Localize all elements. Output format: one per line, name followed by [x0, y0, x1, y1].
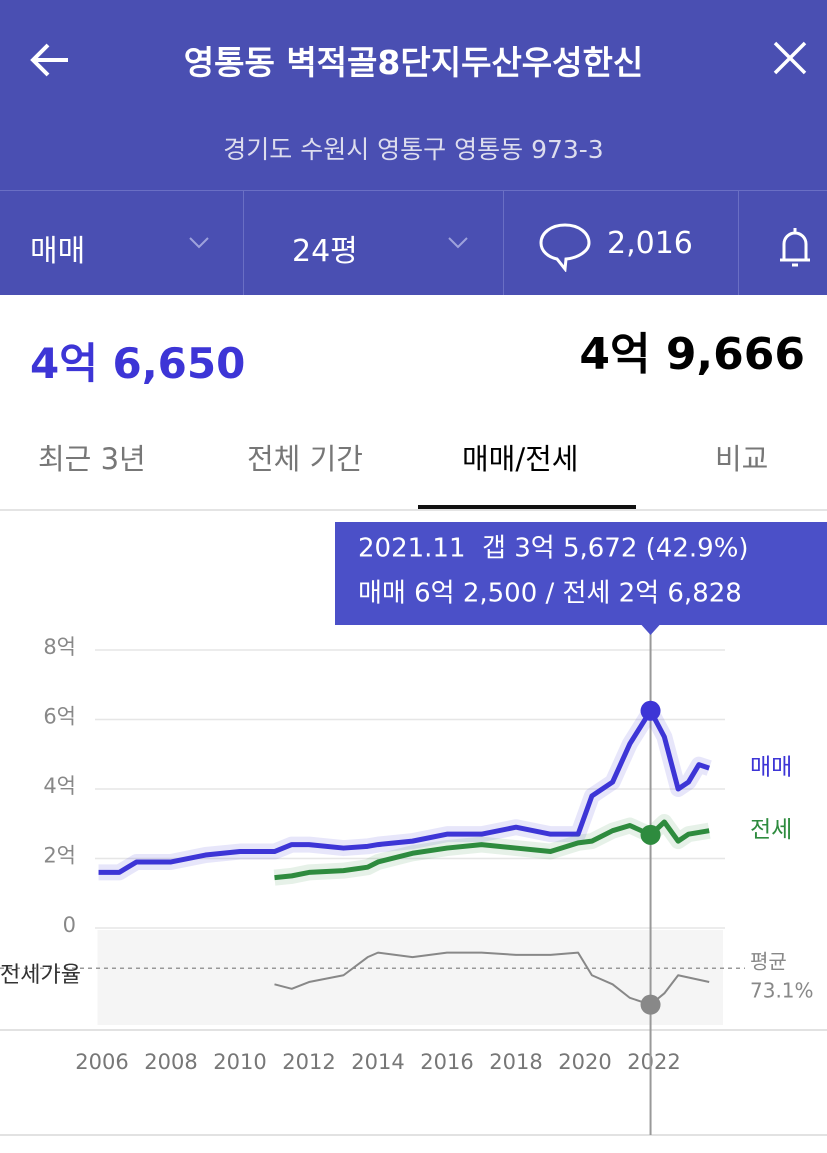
ratio-panel [97, 930, 723, 1025]
series-label: 매매 [750, 755, 792, 781]
close-button[interactable] [772, 40, 808, 76]
tooltip-pointer [641, 625, 660, 635]
x-tick-label: 2014 [351, 1050, 404, 1074]
series-label: 전세 [750, 817, 792, 843]
x-tick-label: 2008 [144, 1050, 197, 1074]
tab-divider [0, 509, 827, 511]
tab-active[interactable]: 매매/전세 [462, 442, 579, 476]
y-tick-label: 4억 [43, 774, 76, 798]
title: 영통동 벽적골8단지두산우성한신 [183, 43, 644, 82]
dropdown-icon [189, 237, 209, 249]
tab[interactable]: 전체 기간 [247, 442, 363, 476]
average-value: 73.1% [750, 979, 814, 1003]
x-tick-label: 2016 [420, 1050, 473, 1074]
highlight-dot [640, 700, 661, 721]
tab[interactable]: 비교 [715, 442, 769, 476]
dropdown-icon [448, 237, 468, 249]
tooltip-text: 2021.11 갭 3억 5,672 (42.9%) [358, 534, 749, 564]
series-label: 전세가율 [0, 963, 81, 988]
tooltip-box [335, 522, 827, 625]
series-line [274, 819, 710, 881]
x-tick-label: 2020 [558, 1050, 611, 1074]
bell-icon[interactable] [772, 222, 817, 270]
x-tick-label: 2006 [75, 1050, 128, 1074]
divider [0, 190, 827, 191]
address: 경기도 수원시 영통구 영통동 973-3 [223, 135, 604, 164]
price-left: 4억 6,650 [30, 339, 246, 388]
x-tick-label: 2022 [627, 1050, 680, 1074]
price-right: 4억 9,666 [579, 329, 805, 380]
header: 영통동 벽적골8단지두산우성한신 경기도 수원시 영통구 영통동 973-3 매… [0, 0, 827, 295]
highlight-dot [640, 994, 661, 1015]
back-button[interactable] [28, 40, 72, 80]
comment-count[interactable]: 2,016 [607, 226, 693, 261]
y-tick-label: 2억 [43, 843, 76, 867]
divider [243, 190, 244, 295]
x-tick-label: 2018 [489, 1050, 542, 1074]
x-tick-label: 2010 [213, 1050, 266, 1074]
tab[interactable]: 최근 3년 [38, 442, 146, 476]
series-line [98, 708, 710, 875]
divider [738, 190, 739, 295]
highlight-dot [640, 824, 661, 845]
x-tick-label: 2012 [282, 1050, 335, 1074]
tab-underline [418, 505, 636, 509]
y-tick-label: 0 [63, 913, 76, 937]
average-name: 평균 [750, 950, 787, 974]
divider [503, 190, 504, 295]
series-line [274, 951, 710, 1006]
tooltip-text: 매매 6억 2,500 / 전세 2억 6,828 [358, 579, 742, 609]
y-tick-label: 6억 [43, 704, 76, 728]
comment-icon [539, 223, 591, 272]
size[interactable]: 24평 [292, 234, 358, 269]
deal-type[interactable]: 매매 [30, 234, 86, 269]
y-tick-label: 8억 [43, 635, 76, 659]
